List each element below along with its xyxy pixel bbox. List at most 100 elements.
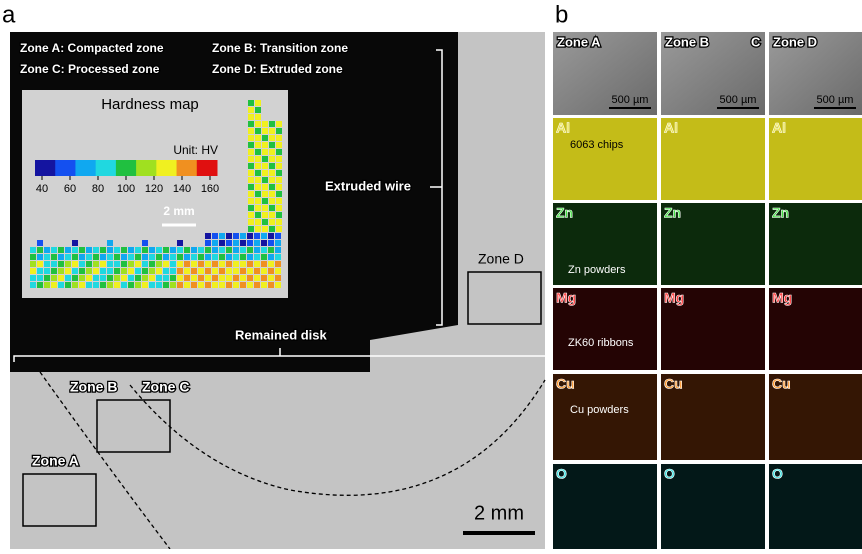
map-cell: [255, 100, 261, 106]
map-cell: [51, 247, 57, 253]
scale-text: 2 mm: [474, 502, 524, 524]
map-cell: [254, 233, 260, 239]
map-cell: [163, 275, 169, 281]
colorbar-cell: [156, 160, 177, 176]
map-cell: [142, 247, 148, 253]
map-cell: [268, 261, 274, 267]
map-cell: [269, 219, 275, 225]
legend-text: Zone C: Processed zone: [20, 62, 160, 76]
map-cell: [142, 275, 148, 281]
map-cell: [212, 275, 218, 281]
map-cell: [58, 282, 64, 288]
map-cell: [198, 254, 204, 260]
map-cell: [149, 268, 155, 274]
map-cell: [51, 261, 57, 267]
element-label: Zn: [772, 205, 789, 221]
map-cell: [135, 247, 141, 253]
map-cell: [276, 156, 282, 162]
map-cell: [107, 240, 113, 246]
colorbar-tick-label: 160: [201, 183, 219, 195]
map-cell: [269, 205, 275, 211]
label: Zone C: [142, 379, 189, 395]
label: Remained disk: [235, 327, 328, 342]
map-cell: [205, 261, 211, 267]
map-cell: [163, 254, 169, 260]
colorbar-cell: [55, 160, 76, 176]
colorbar-cell: [116, 160, 137, 176]
map-cell: [149, 254, 155, 260]
map-cell: [93, 275, 99, 281]
map-cell: [100, 275, 106, 281]
map-cell: [44, 282, 50, 288]
map-cell: [240, 233, 246, 239]
map-cell: [275, 254, 281, 260]
map-cell: [268, 247, 274, 253]
map-cell: [248, 128, 254, 134]
map-cell: [275, 268, 281, 274]
map-cell: [262, 177, 268, 183]
map-cell: [79, 247, 85, 253]
element-label: Mg: [556, 290, 576, 306]
map-cell: [37, 268, 43, 274]
map-cell: [79, 282, 85, 288]
map-cell: [262, 226, 268, 232]
map-cell: [262, 142, 268, 148]
scale-text: 2 mm: [163, 204, 194, 218]
map-cell: [72, 254, 78, 260]
map-cell: [255, 219, 261, 225]
map-cell: [114, 254, 120, 260]
map-cell: [261, 275, 267, 281]
map-cell: [107, 247, 113, 253]
map-cell: [247, 268, 253, 274]
map-cell: [255, 135, 261, 141]
map-cell: [248, 149, 254, 155]
map-cell: [269, 163, 275, 169]
map-cell: [219, 254, 225, 260]
map-cell: [184, 247, 190, 253]
map-cell: [198, 261, 204, 267]
element-label: Mg: [772, 290, 792, 306]
map-cell: [65, 268, 71, 274]
map-cell: [248, 212, 254, 218]
map-cell: [276, 226, 282, 232]
map-cell: [93, 261, 99, 267]
colorbar-cell: [96, 160, 117, 176]
map-cell: [212, 240, 218, 246]
map-cell: [163, 261, 169, 267]
map-cell: [276, 170, 282, 176]
map-cell: [128, 282, 134, 288]
map-cell: [248, 163, 254, 169]
map-cell: [30, 282, 36, 288]
map-cell: [269, 212, 275, 218]
map-cell: [275, 233, 281, 239]
map-cell: [226, 275, 232, 281]
map-cell: [269, 156, 275, 162]
map-cell: [219, 233, 225, 239]
map-cell: [212, 233, 218, 239]
legend-text: Zone A: Compacted zone: [20, 41, 164, 55]
map-cell: [240, 247, 246, 253]
map-cell: [121, 282, 127, 288]
map-cell: [261, 240, 267, 246]
map-cell: [212, 254, 218, 260]
map-cell: [170, 254, 176, 260]
map-cell: [79, 275, 85, 281]
map-cell: [226, 240, 232, 246]
map-cell: [240, 240, 246, 246]
element-label: Cu: [772, 376, 791, 392]
map-cell: [58, 247, 64, 253]
element-label: Al: [556, 120, 570, 136]
map-cell: [135, 268, 141, 274]
column-title: Zone A: [557, 34, 601, 49]
map-cell: [276, 198, 282, 204]
map-cell: [149, 275, 155, 281]
panel-label: a: [2, 1, 16, 28]
map-cell: [247, 240, 253, 246]
map-cell: [177, 254, 183, 260]
map-cell: [261, 247, 267, 253]
map-cell: [205, 233, 211, 239]
map-cell: [156, 261, 162, 267]
colorbar-cell: [75, 160, 96, 176]
map-cell: [226, 268, 232, 274]
map-cell: [107, 268, 113, 274]
